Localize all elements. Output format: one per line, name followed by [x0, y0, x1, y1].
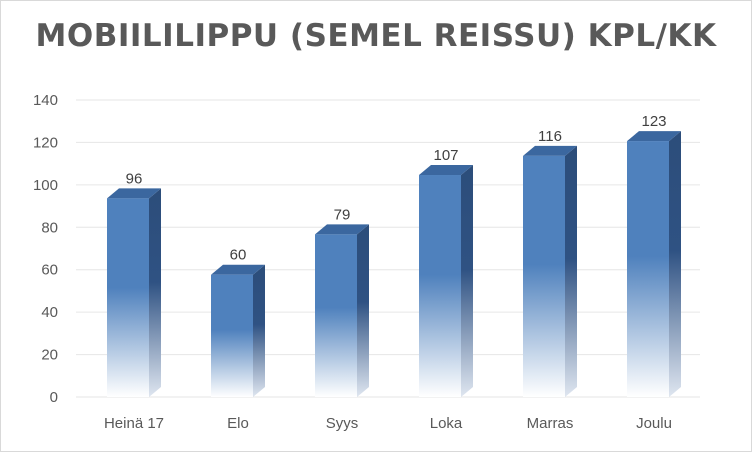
data-label: 107	[433, 147, 458, 164]
bar: 60	[211, 247, 265, 397]
bar-front	[419, 175, 461, 397]
bar-side	[253, 264, 265, 397]
bar: 107	[419, 147, 473, 397]
x-tick-label: Elo	[227, 415, 249, 432]
bar-front	[523, 155, 565, 397]
x-tick-label: Joulu	[636, 415, 672, 432]
x-tick-label: Marras	[527, 415, 574, 432]
bar-front	[315, 234, 357, 397]
bar: 79	[315, 206, 369, 397]
y-tick-label: 80	[41, 219, 58, 236]
bar-front	[211, 274, 253, 397]
data-label: 96	[126, 170, 143, 187]
y-tick-label: 60	[41, 262, 58, 279]
bar: 116	[523, 128, 577, 397]
x-tick-label: Syys	[326, 415, 359, 432]
y-axis-ticks: 0 20 40 60 80 100 120 140	[33, 92, 58, 406]
bar-top	[627, 131, 681, 142]
x-tick-label: Loka	[430, 415, 463, 432]
y-tick-label: 100	[33, 177, 58, 194]
data-label: 79	[334, 206, 351, 223]
bar-top	[315, 224, 369, 235]
chart-title: MOBIILILIPPU (SEMEL REISSU) KPL/KK	[35, 18, 717, 54]
bar-front	[627, 141, 669, 397]
bar-side	[565, 145, 577, 397]
y-tick-label: 20	[41, 347, 58, 364]
data-label: 60	[230, 247, 247, 264]
bar-top	[523, 145, 577, 156]
x-tick-label: Heinä 17	[104, 415, 164, 432]
bar-top	[211, 264, 265, 275]
bar: 96	[107, 170, 161, 397]
y-tick-label: 140	[33, 92, 58, 109]
bar-side	[461, 165, 473, 397]
y-tick-label: 120	[33, 134, 58, 151]
data-label: 116	[538, 128, 562, 145]
y-tick-label: 0	[50, 389, 58, 406]
bar: 123	[627, 113, 681, 398]
bar-side	[357, 224, 369, 397]
y-tick-label: 40	[41, 304, 58, 321]
bar-front	[107, 198, 149, 397]
data-label: 123	[641, 113, 666, 130]
gridlines	[76, 99, 700, 398]
bar-top	[419, 165, 473, 176]
bars: 96 60 79 107 116 123	[107, 113, 681, 398]
bar-side	[149, 188, 161, 397]
x-axis-ticks: Heinä 17 Elo Syys Loka Marras Joulu	[104, 415, 672, 432]
bar-side	[669, 131, 681, 398]
bar-top	[107, 188, 161, 199]
